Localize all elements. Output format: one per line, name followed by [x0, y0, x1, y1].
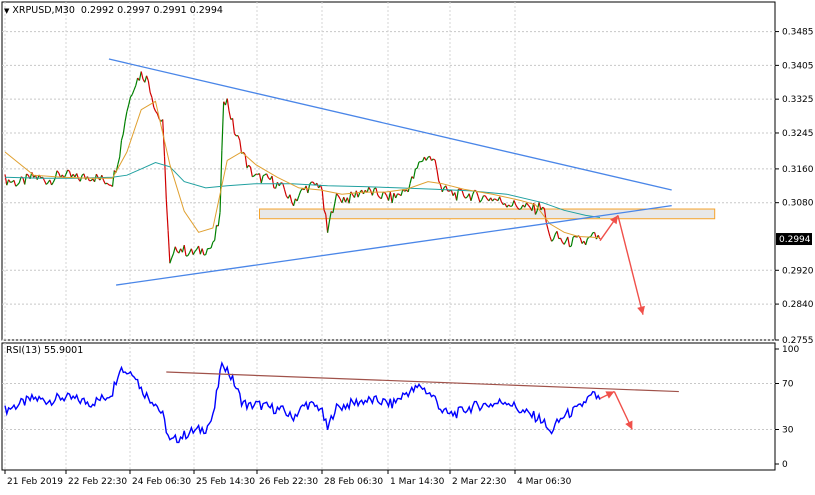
x-tick-label: 2 Mar 22:30 — [452, 477, 507, 487]
rsi-header: RSI(13) 55.9001 — [6, 345, 83, 356]
x-tick-label: 28 Feb 06:30 — [324, 477, 383, 487]
price-candle — [415, 168, 417, 169]
chart-header: ▼ XRPUSD,M30 0.2992 0.2997 0.2991 0.2994 — [4, 5, 223, 16]
price-candle — [209, 248, 211, 249]
x-axis: 21 Feb 2019 22 Feb 22:30 24 Feb 06:30 25 Fe… — [5, 470, 572, 487]
ohlc-values: 0.2992 0.2997 0.2991 0.2994 — [81, 5, 223, 16]
last-price-label: 0.2994 — [779, 235, 811, 245]
rsi-label: RSI(13) 55.9001 — [6, 345, 83, 356]
y-tick-label: 0.3080 — [782, 199, 814, 209]
price-candle — [573, 236, 575, 237]
rsi-tick-label: 0 — [782, 460, 788, 470]
y-tick-label: 0.3160 — [782, 165, 814, 175]
y-tick-label: 0.3245 — [782, 129, 814, 139]
price-candle — [252, 176, 254, 177]
rsi-tick-label: 100 — [782, 345, 799, 355]
x-tick-label: 1 Mar 14:30 — [390, 477, 445, 487]
x-tick-label: 22 Feb 22:30 — [68, 477, 127, 487]
y-tick-label: 0.3405 — [782, 61, 814, 71]
y-tick-label: 0.2920 — [782, 266, 814, 276]
price-candle — [494, 199, 496, 200]
y-tick-label: 0.3325 — [782, 95, 814, 105]
support-zone — [259, 209, 714, 219]
y-tick-label: 0.3485 — [782, 28, 814, 38]
x-tick-label: 25 Feb 14:30 — [196, 477, 255, 487]
x-tick-label: 26 Feb 22:30 — [259, 477, 318, 487]
y-tick-label: 0.2840 — [782, 300, 814, 310]
rsi-tick-label: 70 — [782, 380, 794, 390]
x-tick-label: 4 Mar 06:30 — [517, 477, 572, 487]
x-tick-label: 21 Feb 2019 — [7, 477, 63, 487]
triangle-marker-icon: ▼ — [4, 7, 9, 15]
x-tick-label: 24 Feb 06:30 — [132, 477, 191, 487]
price-candle — [570, 246, 572, 247]
symbol-timeframe: XRPUSD,M30 — [12, 5, 74, 16]
price-candle — [397, 194, 399, 195]
rsi-tick-label: 30 — [782, 426, 794, 436]
